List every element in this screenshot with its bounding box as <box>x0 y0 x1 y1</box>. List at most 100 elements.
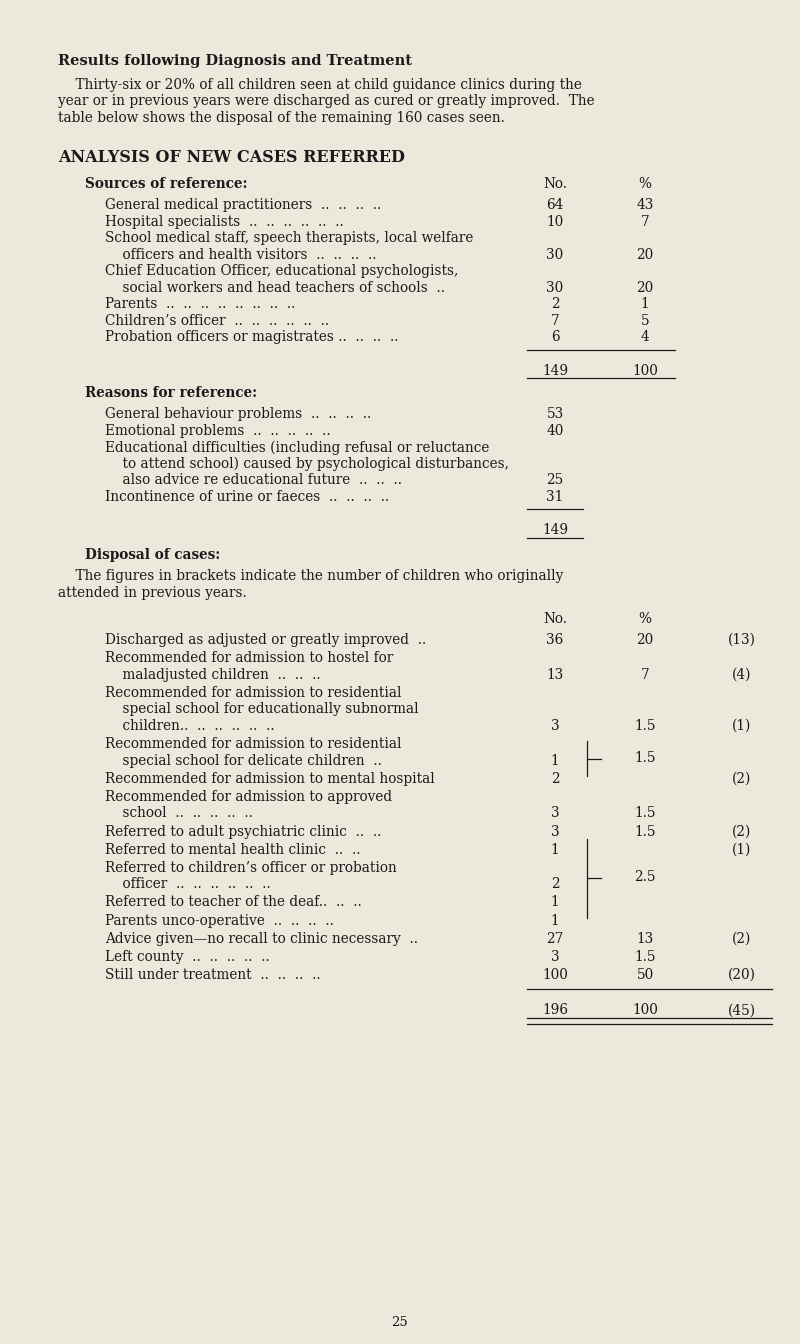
Text: Still under treatment  ..  ..  ..  ..: Still under treatment .. .. .. .. <box>105 968 321 982</box>
Text: 13: 13 <box>636 931 654 946</box>
Text: 5: 5 <box>641 313 650 328</box>
Text: 25: 25 <box>546 473 564 488</box>
Text: 3: 3 <box>550 719 559 732</box>
Text: (2): (2) <box>732 931 752 946</box>
Text: 30: 30 <box>546 281 564 294</box>
Text: special school for delicate children  ..: special school for delicate children .. <box>105 754 382 767</box>
Text: 149: 149 <box>542 364 568 378</box>
Text: Parents unco-operative  ..  ..  ..  ..: Parents unco-operative .. .. .. .. <box>105 914 334 927</box>
Text: officer  ..  ..  ..  ..  ..  ..: officer .. .. .. .. .. .. <box>105 878 270 891</box>
Text: special school for educationally subnormal: special school for educationally subnorm… <box>105 703 418 716</box>
Text: Left county  ..  ..  ..  ..  ..: Left county .. .. .. .. .. <box>105 950 270 964</box>
Text: 3: 3 <box>550 950 559 964</box>
Text: (2): (2) <box>732 824 752 839</box>
Text: 3: 3 <box>550 806 559 820</box>
Text: Recommended for admission to hostel for: Recommended for admission to hostel for <box>105 652 394 665</box>
Text: %: % <box>638 612 651 626</box>
Text: (13): (13) <box>728 633 756 646</box>
Text: 1: 1 <box>550 754 559 767</box>
Text: 100: 100 <box>542 968 568 982</box>
Text: Referred to teacher of the deaf..  ..  ..: Referred to teacher of the deaf.. .. .. <box>105 895 362 910</box>
Text: 1.5: 1.5 <box>634 950 656 964</box>
Text: 196: 196 <box>542 1003 568 1017</box>
Text: Incontinence of urine or faeces  ..  ..  ..  ..: Incontinence of urine or faeces .. .. ..… <box>105 491 390 504</box>
Text: No.: No. <box>543 612 567 626</box>
Text: Referred to children’s officer or probation: Referred to children’s officer or probat… <box>105 860 397 875</box>
Text: 3: 3 <box>550 824 559 839</box>
Text: 43: 43 <box>636 198 654 212</box>
Text: Referred to mental health clinic  ..  ..: Referred to mental health clinic .. .. <box>105 843 361 856</box>
Text: Advice given—no recall to clinic necessary  ..: Advice given—no recall to clinic necessa… <box>105 931 418 946</box>
Text: Recommended for admission to residential: Recommended for admission to residential <box>105 685 402 700</box>
Text: Reasons for reference:: Reasons for reference: <box>85 387 257 401</box>
Text: 1.5: 1.5 <box>634 719 656 732</box>
Text: 1.5: 1.5 <box>634 750 656 765</box>
Text: Probation officers or magistrates ..  ..  ..  ..: Probation officers or magistrates .. .. … <box>105 331 398 344</box>
Text: (2): (2) <box>732 771 752 786</box>
Text: Hospital specialists  ..  ..  ..  ..  ..  ..: Hospital specialists .. .. .. .. .. .. <box>105 215 344 228</box>
Text: General medical practitioners  ..  ..  ..  ..: General medical practitioners .. .. .. .… <box>105 198 382 212</box>
Text: 7: 7 <box>641 668 650 681</box>
Text: 2: 2 <box>550 878 559 891</box>
Text: ANALYSIS OF NEW CASES REFERRED: ANALYSIS OF NEW CASES REFERRED <box>58 149 405 167</box>
Text: Disposal of cases:: Disposal of cases: <box>85 547 220 562</box>
Text: 50: 50 <box>636 968 654 982</box>
Text: Children’s officer  ..  ..  ..  ..  ..  ..: Children’s officer .. .. .. .. .. .. <box>105 313 329 328</box>
Text: No.: No. <box>543 177 567 191</box>
Text: (45): (45) <box>728 1003 756 1017</box>
Text: Discharged as adjusted or greatly improved  ..: Discharged as adjusted or greatly improv… <box>105 633 426 646</box>
Text: 4: 4 <box>641 331 650 344</box>
Text: General behaviour problems  ..  ..  ..  ..: General behaviour problems .. .. .. .. <box>105 407 371 422</box>
Text: %: % <box>638 177 651 191</box>
Text: 1: 1 <box>550 895 559 910</box>
Text: school  ..  ..  ..  ..  ..: school .. .. .. .. .. <box>105 806 253 820</box>
Text: 1: 1 <box>550 914 559 927</box>
Text: Recommended for admission to residential: Recommended for admission to residential <box>105 737 402 751</box>
Text: 1: 1 <box>550 843 559 856</box>
Text: 27: 27 <box>546 931 564 946</box>
Text: (20): (20) <box>728 968 756 982</box>
Text: 13: 13 <box>546 668 564 681</box>
Text: 53: 53 <box>546 407 564 422</box>
Text: officers and health visitors  ..  ..  ..  ..: officers and health visitors .. .. .. .. <box>105 247 377 262</box>
Text: Referred to adult psychiatric clinic  ..  ..: Referred to adult psychiatric clinic .. … <box>105 824 382 839</box>
Text: social workers and head teachers of schools  ..: social workers and head teachers of scho… <box>105 281 445 294</box>
Text: 40: 40 <box>546 423 564 438</box>
Text: 25: 25 <box>392 1316 408 1329</box>
Text: 7: 7 <box>550 313 559 328</box>
Text: 64: 64 <box>546 198 564 212</box>
Text: 1: 1 <box>641 297 650 310</box>
Text: maladjusted children  ..  ..  ..: maladjusted children .. .. .. <box>105 668 321 681</box>
Text: 7: 7 <box>641 215 650 228</box>
Text: 1.5: 1.5 <box>634 806 656 820</box>
Text: children..  ..  ..  ..  ..  ..: children.. .. .. .. .. .. <box>105 719 274 732</box>
Text: 31: 31 <box>546 491 564 504</box>
Text: 36: 36 <box>546 633 564 646</box>
Text: 2.5: 2.5 <box>634 870 656 884</box>
Text: also advice re educational future  ..  ..  ..: also advice re educational future .. .. … <box>105 473 402 488</box>
Text: School medical staff, speech therapists, local welfare: School medical staff, speech therapists,… <box>105 231 474 245</box>
Text: table below shows the disposal of the remaining 160 cases seen.: table below shows the disposal of the re… <box>58 110 505 125</box>
Text: 1.5: 1.5 <box>634 824 656 839</box>
Text: 30: 30 <box>546 247 564 262</box>
Text: 20: 20 <box>636 633 654 646</box>
Text: attended in previous years.: attended in previous years. <box>58 586 246 599</box>
Text: 20: 20 <box>636 281 654 294</box>
Text: 20: 20 <box>636 247 654 262</box>
Text: (1): (1) <box>732 719 752 732</box>
Text: Emotional problems  ..  ..  ..  ..  ..: Emotional problems .. .. .. .. .. <box>105 423 330 438</box>
Text: 2: 2 <box>550 771 559 786</box>
Text: Sources of reference:: Sources of reference: <box>85 177 247 191</box>
Text: to attend school) caused by psychological disturbances,: to attend school) caused by psychologica… <box>105 457 509 472</box>
Text: Thirty-six or 20% of all children seen at child guidance clinics during the: Thirty-six or 20% of all children seen a… <box>58 78 582 91</box>
Text: Chief Education Officer, educational psychologists,: Chief Education Officer, educational psy… <box>105 265 458 278</box>
Text: 2: 2 <box>550 297 559 310</box>
Text: The figures in brackets indicate the number of children who originally: The figures in brackets indicate the num… <box>58 570 563 583</box>
Text: 10: 10 <box>546 215 564 228</box>
Text: Educational difficulties (including refusal or reluctance: Educational difficulties (including refu… <box>105 441 490 454</box>
Text: Results following Diagnosis and Treatment: Results following Diagnosis and Treatmen… <box>58 54 412 69</box>
Text: Parents  ..  ..  ..  ..  ..  ..  ..  ..: Parents .. .. .. .. .. .. .. .. <box>105 297 295 310</box>
Text: 100: 100 <box>632 364 658 378</box>
Text: 100: 100 <box>632 1003 658 1017</box>
Text: Recommended for admission to mental hospital: Recommended for admission to mental hosp… <box>105 771 434 786</box>
